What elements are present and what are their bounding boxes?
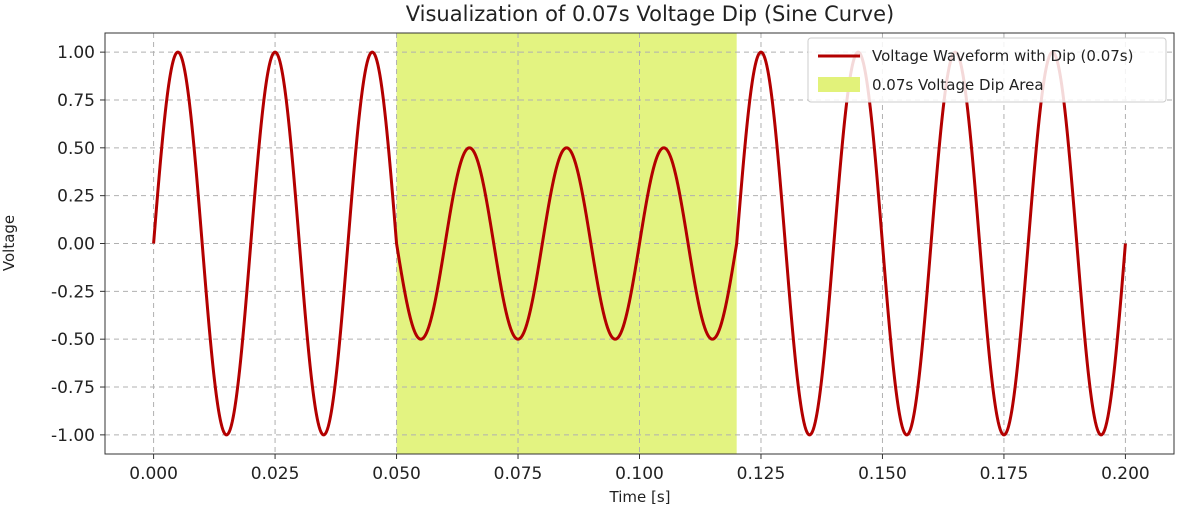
- x-tick-label: 0.175: [980, 464, 1029, 484]
- x-tick-label: 0.100: [615, 464, 664, 484]
- legend-label-waveform: Voltage Waveform with Dip (0.07s): [872, 47, 1133, 65]
- x-tick-label: 0.000: [129, 464, 178, 484]
- x-tick-label: 0.050: [372, 464, 421, 484]
- x-tick-label: 0.125: [737, 464, 786, 484]
- y-tick-label: 1.00: [57, 43, 95, 63]
- y-tick-label: -0.50: [51, 330, 95, 350]
- x-tick-label: 0.075: [494, 464, 543, 484]
- y-tick-label: 0.50: [57, 139, 95, 159]
- y-tick-label: 0.00: [57, 235, 95, 255]
- x-tick-label: 0.150: [858, 464, 907, 484]
- y-tick-label: 0.75: [57, 91, 95, 111]
- y-tick-label: 0.25: [57, 187, 95, 207]
- x-tick-label: 0.025: [251, 464, 300, 484]
- y-axis-ticks: 1.00 0.75 0.50 0.25 0.00 -0.25 -0.50 -0.75 -1.00: [51, 43, 105, 446]
- plot-area: [104, 32, 1175, 455]
- x-tick-label: 0.200: [1101, 464, 1150, 484]
- legend-swatch-dip-area: [818, 77, 860, 92]
- x-axis-label: Time [s]: [609, 488, 671, 506]
- chart-title: Visualization of 0.07s Voltage Dip (Sine…: [406, 2, 894, 26]
- legend: Voltage Waveform with Dip (0.07s) 0.07s …: [807, 37, 1167, 103]
- legend-label-dip-area: 0.07s Voltage Dip Area: [872, 76, 1044, 94]
- y-axis-label: Voltage: [0, 215, 18, 271]
- y-tick-label: -0.25: [51, 282, 95, 302]
- y-tick-label: -1.00: [51, 426, 95, 446]
- y-tick-label: -0.75: [51, 378, 95, 398]
- x-axis-ticks: 0.000 0.025 0.050 0.075 0.100 0.125 0.150 0.175…: [129, 454, 1150, 484]
- legend-box: [807, 37, 1167, 103]
